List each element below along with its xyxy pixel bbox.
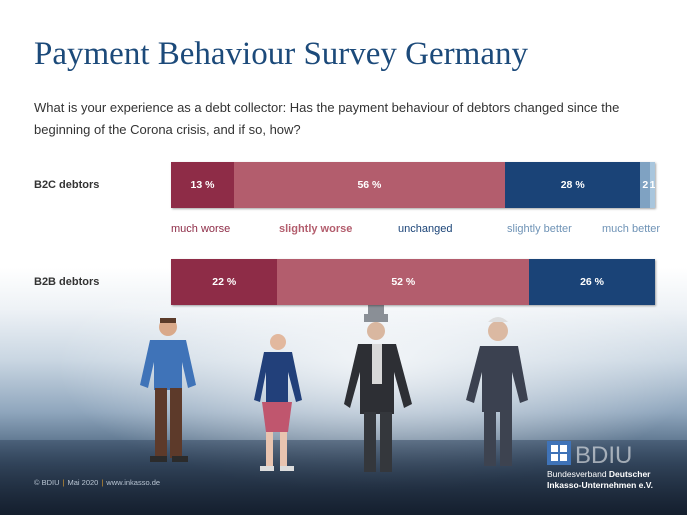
bar-value-label: 22 % xyxy=(212,276,237,288)
figure-man-blue-shirt xyxy=(140,318,196,462)
legend-much-better: much better xyxy=(602,223,661,235)
page-title: Payment Behaviour Survey Germany xyxy=(34,36,528,72)
footer-copyright: © BDIU xyxy=(34,478,60,487)
figure-old-man-dark-suit xyxy=(466,317,528,466)
row-label-b2b: B2B debtors xyxy=(34,276,100,288)
logo-mark-text: BDIU xyxy=(575,442,632,466)
bar-segment-slightly-better: 2 xyxy=(640,162,651,208)
legend-much-worse: much worse xyxy=(171,223,231,235)
bar-row-b2b: 22 % 52 % 26 % xyxy=(171,259,655,305)
bar-segment-much-worse: 13 % xyxy=(171,162,234,208)
footer: © BDIU | Mai 2020 | www.inkasso.de xyxy=(34,478,161,487)
bdiu-logo: BDIU Bundesverband Deutscher Inkasso-Unt… xyxy=(547,440,677,500)
bar-row-b2c: 13 % 56 % 28 % 2 1 xyxy=(171,162,655,208)
logo-line-1: Bundesverband Deutscher xyxy=(547,469,651,479)
bar-segment-much-worse: 22 % xyxy=(171,259,278,305)
figure-woman-navy-jacket xyxy=(254,334,302,471)
bar-value-label: 2 xyxy=(642,179,649,191)
floor-surface xyxy=(0,440,687,515)
figure-man-hat-grey-suit xyxy=(344,304,412,472)
logo-line-2: Inkasso-Unternehmen e.V. xyxy=(547,480,653,490)
legend-slightly-better: slightly better xyxy=(507,223,572,235)
footer-date: Mai 2020 xyxy=(67,478,99,487)
bar-value-label: 13 % xyxy=(190,179,215,191)
row-label-b2c: B2C debtors xyxy=(34,179,100,191)
bar-value-label: 28 % xyxy=(560,179,585,191)
legend-slightly-worse: slightly worse xyxy=(279,223,353,235)
bar-segment-much-better: 1 xyxy=(650,162,655,208)
survey-question: What is your experience as a debt collec… xyxy=(34,100,620,137)
bar-segment-slightly-worse: 56 % xyxy=(233,162,505,208)
bar-value-label: 26 % xyxy=(580,276,605,288)
bar-segment-unchanged: 28 % xyxy=(504,162,641,208)
footer-website[interactable]: www.inkasso.de xyxy=(106,478,161,487)
legend-unchanged: unchanged xyxy=(398,223,453,235)
bdiu-logo-mark: BDIU xyxy=(547,441,632,466)
bar-value-label: 56 % xyxy=(357,179,382,191)
bar-value-label: 1 xyxy=(650,179,655,191)
bar-segment-unchanged: 26 % xyxy=(529,259,655,305)
miniature-figures-photo xyxy=(140,304,528,472)
bar-value-label: 52 % xyxy=(391,276,416,288)
bar-segment-slightly-worse: 52 % xyxy=(277,259,530,305)
